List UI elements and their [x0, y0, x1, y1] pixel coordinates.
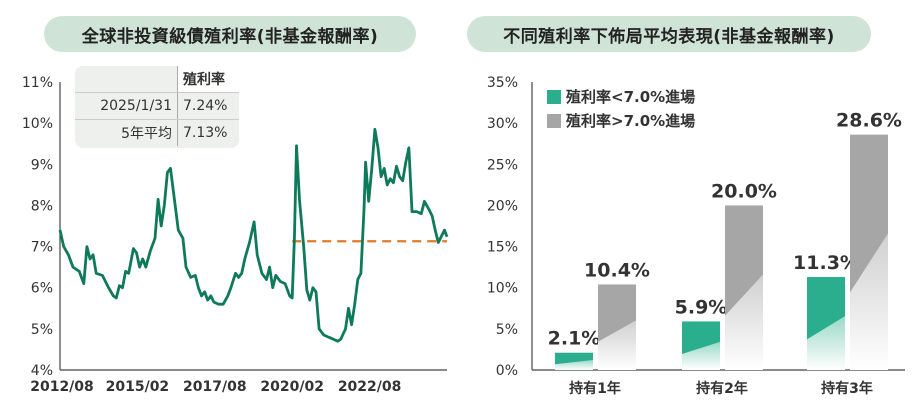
x-tick-label: 2020/02	[260, 379, 324, 395]
bar-category-label: 持有1年	[569, 380, 621, 397]
table-row: 2025/1/31 7.24%	[75, 92, 239, 120]
y-tick-label: 9%	[31, 157, 53, 173]
bar-category-label: 持有3年	[821, 380, 873, 397]
table-header-yield: 殖利率	[177, 66, 239, 93]
bar-y-tick-label: 30%	[487, 116, 518, 132]
table-row-label: 2025/1/31	[75, 92, 178, 120]
bar-y-tick-label: 15%	[487, 240, 518, 256]
x-tick-label: 2022/08	[338, 379, 402, 395]
y-tick-label: 5%	[31, 322, 53, 338]
right-chart-title: 不同殖利率下佈局平均表現(非基金報酬率)	[467, 16, 871, 52]
legend-label-high: 殖利率>7.0%進場	[565, 112, 695, 130]
table-corner	[75, 66, 178, 93]
bar-gradient	[850, 233, 888, 370]
y-tick-label: 8%	[31, 198, 53, 214]
y-tick-label: 7%	[31, 240, 53, 256]
bar-y-tick-label: 5%	[496, 322, 518, 338]
bar-value-label: 10.4%	[584, 259, 650, 281]
bar-high-yield-entry	[598, 284, 636, 370]
bar-y-tick-label: 25%	[487, 157, 518, 173]
bar-gradient	[555, 359, 593, 370]
bar-y-tick-label: 0%	[496, 363, 518, 379]
bar-low-yield-entry	[682, 321, 720, 370]
table-row-value: 7.24%	[177, 92, 239, 120]
y-tick-label: 6%	[31, 281, 53, 297]
bar-y-tick-label: 35%	[487, 75, 518, 91]
bar-value-label: 11.3%	[793, 252, 859, 274]
x-tick-label: 2015/02	[106, 379, 170, 395]
table-row-value: 7.13%	[183, 125, 228, 141]
bar-gradient	[725, 274, 763, 370]
y-tick-label: 10%	[22, 116, 53, 132]
bar-value-label: 5.9%	[675, 296, 728, 318]
legend-swatch-high	[547, 114, 561, 128]
x-tick-label: 2017/08	[183, 379, 247, 395]
y-tick-label: 11%	[22, 75, 53, 91]
bar-low-yield-entry	[555, 352, 593, 370]
table-row-label: 5年平均	[75, 119, 178, 146]
x-tick-label: 2012/08	[30, 379, 94, 395]
bar-value-label: 28.6%	[836, 110, 902, 132]
bar-gradient	[807, 316, 845, 370]
yield-summary-table: 殖利率 2025/1/31 7.24% 5年平均 7.13%	[75, 66, 239, 148]
bar-category-label: 持有2年	[696, 380, 748, 397]
legend-label-low: 殖利率<7.0%進場	[565, 88, 695, 106]
bar-low-yield-entry	[807, 277, 845, 370]
legend-swatch-low	[547, 90, 561, 104]
bar-gradient	[598, 320, 636, 370]
table-row: 5年平均 7.13%	[75, 119, 239, 146]
yield-line-series	[58, 127, 449, 343]
bar-y-tick-label: 20%	[487, 198, 518, 214]
bar-value-label: 2.1%	[548, 328, 601, 350]
left-chart-title: 全球非投資級債殖利率(非基金報酬率)	[44, 16, 416, 52]
bar-high-yield-entry	[725, 205, 763, 370]
bar-value-label: 20.0%	[711, 180, 777, 202]
bar-y-tick-label: 10%	[487, 281, 518, 297]
bar-high-yield-entry	[850, 134, 888, 370]
bar-gradient	[682, 341, 720, 370]
y-tick-label: 4%	[31, 363, 53, 379]
